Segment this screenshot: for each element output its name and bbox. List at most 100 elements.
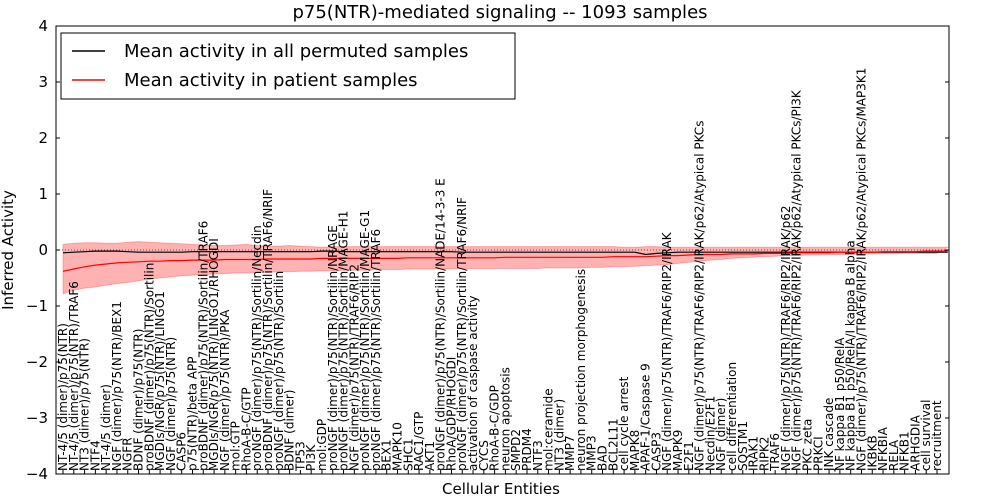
legend-label: Mean activity in all permuted samples — [124, 41, 468, 62]
x-tick-label: E2F1 — [682, 441, 696, 471]
x-tick-label: JNK cascade — [822, 398, 836, 472]
x-tick-label: p75(NTR)/beta APP — [186, 357, 200, 472]
x-tick-label: BDNF (dimer) — [283, 390, 297, 472]
x-tick-label: NGF (dimer)/p75(NTR) — [164, 337, 178, 471]
x-tick-label: NTF4 — [88, 440, 102, 471]
x-tick-label: NFKBIA — [876, 426, 890, 471]
x-tick-label: RIPK2 — [757, 436, 771, 471]
x-tick-label: NGFR — [121, 437, 135, 471]
y-tick-label: −2 — [26, 353, 48, 371]
x-tick-label: CASP6 — [175, 432, 189, 471]
x-tick-label: NGF (dimer)/p75(NTR)/PKA — [218, 309, 232, 471]
x-tick-label: MGDIs/NGR/p75(NTR)/LINGO1 — [153, 291, 167, 471]
x-tick-label: mol:GTP — [229, 421, 243, 471]
x-tick-label: NT3 (dimer)/p75(NTR) — [78, 338, 92, 471]
x-tick-label: NFKB1 — [898, 431, 912, 471]
x-tick-label: proNGF (dimer)/p75(NTR)/Sortilin/Necdin — [250, 225, 264, 471]
x-tick-label: CYCS — [477, 440, 491, 471]
x-tick-label: RhoA-B-C/GDP — [488, 385, 502, 471]
x-tick-label: neuron projection morphogenesis — [574, 269, 588, 471]
x-axis-ticks: NT-4/5 (dimer)/p75(NTR)NT-4/5 (dimer)/p7… — [56, 68, 944, 474]
x-tick-label: SQSTM1 — [736, 421, 750, 471]
legend-box — [60, 32, 516, 100]
x-tick-label: NF kappa B1 p50/RelA — [833, 337, 847, 471]
x-tick-label: PI3K — [304, 444, 318, 471]
x-tick-label: NGF (dimer)/p75(NTR)/TRAF6/RIP2/IRAK — [660, 231, 674, 471]
y-tick-label: 4 — [38, 17, 48, 35]
x-tick-label: MAPK9 — [671, 430, 685, 471]
x-tick-label: NGF (dimer)/p75(NTR)/BEX1 — [110, 301, 124, 471]
y-tick-label: 0 — [38, 241, 48, 259]
x-tick-label: MAPK10 — [391, 422, 405, 471]
x-tick-label: NT3 (dimer) — [552, 399, 566, 471]
x-tick-label: BDNF (dimer)/p75(NTR) — [132, 329, 146, 471]
patient-mean-line — [62, 250, 948, 272]
x-tick-label: MMP3 — [585, 435, 599, 471]
x-tick-label: NTF3 — [531, 440, 545, 471]
x-axis-label: Cellular Entities — [442, 480, 560, 498]
x-tick-label: proBDNF (dimer)/p75(NTR)/Sortilin/TRAF6 — [196, 221, 210, 471]
x-tick-label: proNGF (dimer)/p75(NTR)/Sortilin — [272, 271, 286, 471]
y-axis-ticks: −4 −3 −2 −1 0 1 2 3 4 — [26, 17, 949, 483]
x-tick-label: cell differentiation — [725, 362, 739, 471]
x-tick-label: cell cycle arrest — [617, 376, 631, 471]
x-tick-label: recruitment — [930, 400, 944, 471]
x-tick-label: IRAK1 — [747, 436, 761, 471]
x-tick-label: PRKCI — [811, 436, 825, 471]
y-axis-label: Inferred Activity — [0, 190, 17, 310]
x-tick-label: BAD — [596, 445, 610, 471]
x-tick-label: TP53 — [293, 441, 307, 472]
x-tick-label: MGDIs/NGR/p75(NTR)/LINGO1/RHOGDI — [207, 238, 221, 471]
x-tick-label: proNGF (dimer)/p75(NTR)/Sortilin/TRAF6/N… — [455, 197, 469, 471]
y-tick-label: −3 — [26, 409, 48, 427]
x-tick-label: Necdin/E2F1 — [703, 396, 717, 471]
x-tick-label: RhoA-B-C/GTP — [239, 387, 253, 471]
y-tick-label: −4 — [26, 465, 48, 483]
x-tick-label: NT-4/5 (dimer)/p75(NTR) — [56, 323, 70, 471]
x-tick-label: proNGF (dimer)/p75(NTR)/Sortilin/NRAGE — [326, 225, 340, 471]
x-tick-label: SMPD2 — [509, 429, 523, 471]
x-tick-label: NGF (dimer)/p75(NTR)/TRAF6/RIP2/IRAK/p62… — [693, 121, 707, 471]
x-tick-label: proNGF (dimer)/p75(NTR)/Sortilin/MAGE-H1 — [337, 211, 351, 471]
y-tick-label: 2 — [38, 129, 48, 147]
x-tick-label: IKBKB — [865, 435, 879, 471]
x-tick-label: NGF (dimer)/p75(NTR)/TRAF6/RIP2/IRAK/p62… — [790, 89, 804, 471]
y-tick-label: −1 — [26, 297, 48, 315]
x-tick-label: NGF (dimer)/p75(NTR)/TRAF6/RIP2 — [347, 264, 361, 471]
x-tick-label: mol:ceramide — [542, 388, 556, 471]
x-tick-label: BCL2L11 — [606, 418, 620, 471]
x-tick-label: PKC zeta — [801, 419, 815, 471]
line-layer — [62, 250, 948, 272]
x-tick-label: neuron apoptosis — [498, 367, 512, 471]
x-tick-label: TRAF6 — [768, 433, 782, 472]
y-tick-label: 1 — [38, 185, 48, 203]
x-tick-label: APAF-1/Caspase 9 — [639, 363, 653, 471]
x-tick-label: NT-4/5 (dimer) — [99, 384, 113, 471]
x-tick-label: NGF (dimer)/p75(NTR)/TRAF6/RIP2/IRAK/p62 — [779, 206, 793, 471]
x-tick-label: NGF (dimer) — [714, 398, 728, 471]
x-tick-label: RAC1/GTP — [412, 412, 426, 471]
x-tick-label: SHC1 — [401, 438, 415, 471]
x-tick-label: proBDNF (dimer)/p75(NTR)/Sortilin/TRAF6/… — [261, 189, 275, 471]
x-tick-label: NT-4/5 (dimer)/p75(NTR)/TRAF6 — [67, 281, 81, 471]
x-tick-label: RELA — [887, 439, 901, 471]
x-tick-label: RhoA/GDP/RHOGDI — [444, 357, 458, 471]
x-tick-label: NF kappa B1 p50/RelA/I kappa B alpha — [844, 240, 858, 471]
x-tick-label: proNGF (dimer)/p75(NTR)/Sortilin/MAGE-G1 — [358, 210, 372, 471]
y-tick-label: 3 — [38, 73, 48, 91]
x-tick-label: BEX1 — [380, 439, 394, 471]
x-tick-label: CASP3 — [650, 432, 664, 471]
legend: Mean activity in all permuted samples Mea… — [60, 32, 516, 100]
x-tick-label: proNGF (dimer)/p75(NTR)/Sortilin/TRAF6 — [369, 229, 383, 471]
x-tick-label: cell survival — [919, 400, 933, 471]
x-tick-label: ARHGDIA — [908, 414, 922, 471]
x-tick-label: mol:GDP — [315, 419, 329, 471]
chart-title: p75(NTR)-mediated signaling -- 1093 samp… — [292, 2, 707, 23]
x-tick-label: activation of caspase activity — [466, 295, 480, 470]
x-tick-label: proBDNF (dimer)/p75(NTR)/Sortilin — [142, 263, 156, 471]
x-tick-label: AKT1 — [423, 441, 437, 471]
x-tick-label: PRDM4 — [520, 428, 534, 471]
x-tick-label: MMP7 — [563, 435, 577, 471]
